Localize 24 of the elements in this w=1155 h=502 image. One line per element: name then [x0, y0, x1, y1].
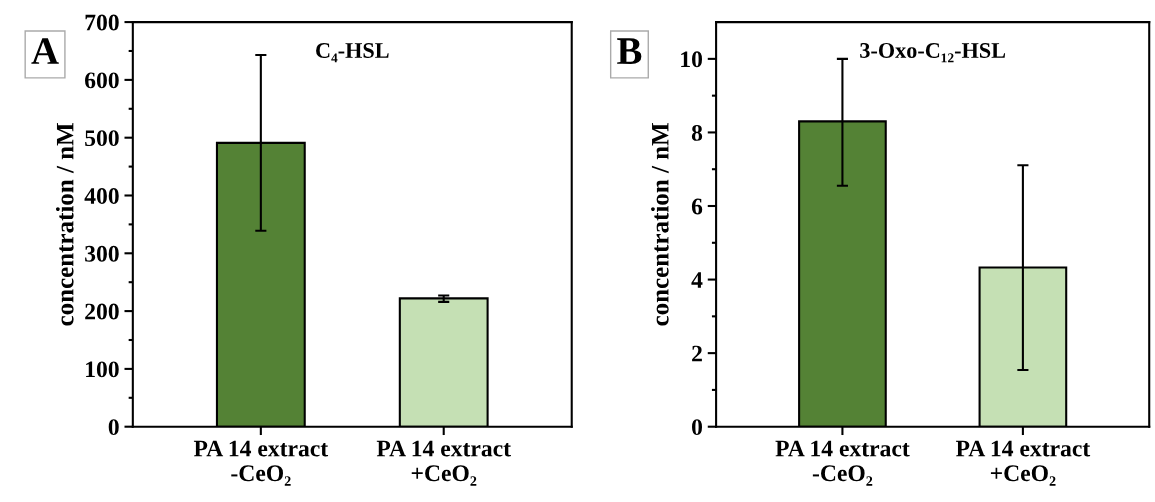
y-tick-label: 10: [681, 51, 703, 68]
y-tick-label: 300: [85, 245, 119, 262]
y-tick-label: 600: [85, 72, 119, 89]
x-tick-label: PA 14 extract +CeO₂: [955, 440, 1091, 486]
text: A: [31, 38, 59, 64]
x-tick-label: PA 14 extract -CeO₂: [775, 440, 910, 486]
y-tick-label: 0: [108, 419, 119, 436]
x-tick-label: PA 14 extract -CeO₂: [193, 440, 329, 486]
y-tick-label: 8: [691, 124, 703, 141]
y-tick-label: 500: [85, 130, 119, 147]
text: B: [617, 38, 642, 64]
text: C₄-HSL: [316, 43, 389, 63]
y-tick-label: 4: [691, 272, 703, 288]
y-tick-label: 200: [85, 303, 119, 320]
y-tick-label: 400: [84, 187, 119, 204]
y-axis-title: concentration / nM: [55, 123, 74, 326]
x-tick-label: PA 14 extract +CeO₂: [376, 440, 511, 486]
y-tick-label: 100: [86, 361, 119, 378]
text: 3-Oxo-C₁₂-HSL: [860, 43, 1006, 63]
y-tick-label: 0: [692, 419, 703, 436]
y-axis-title: concentration / nM: [651, 123, 669, 326]
y-tick-label: 2: [692, 345, 702, 362]
y-tick-label: 6: [691, 198, 703, 215]
y-tick-label: 700: [85, 14, 119, 31]
